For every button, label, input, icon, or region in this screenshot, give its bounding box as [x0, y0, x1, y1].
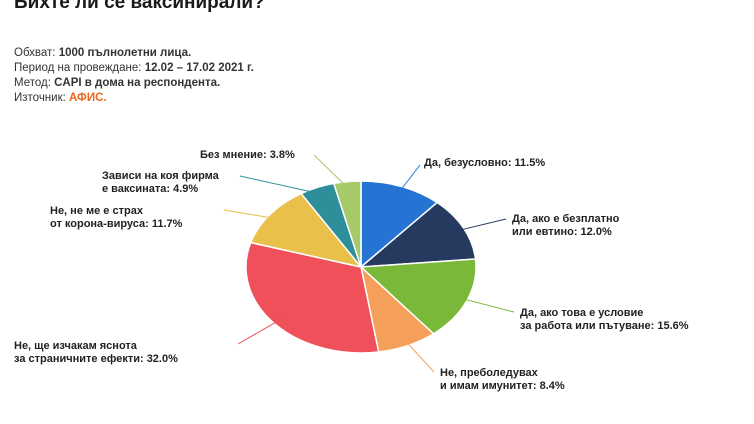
meta-method: Метод: CAPI в дома на респондента.: [14, 76, 254, 91]
meta-scope-value: 1000 пълнолетни лица.: [58, 47, 192, 59]
chart-title: Бихте ли се ваксинирали?: [14, 0, 265, 13]
leader-line: [398, 164, 421, 194]
slice-label: Не, преболедувах и имам имунитет: 8.4%: [440, 367, 565, 392]
meta-scope-label: Обхват:: [14, 47, 56, 59]
meta-method-label: Метод:: [14, 77, 51, 89]
leader-line: [239, 175, 321, 195]
meta-period-label: Период на провеждане:: [14, 62, 142, 74]
leader-line: [458, 297, 515, 313]
pie-slice: [358, 201, 477, 268]
meta-scope: Обхват: 1000 пълнолетни лица.: [14, 46, 254, 61]
pie-slice: [332, 180, 362, 268]
slice-label: Не, ще изчакам яснота за страничните ефе…: [14, 340, 178, 365]
leader-line: [403, 338, 435, 373]
leader-line: [455, 218, 507, 232]
meta-source-value: АФИС.: [69, 92, 107, 104]
meta-period: Период на провеждане: 12.02 – 17.02 2021…: [14, 61, 254, 76]
pie-slice: [360, 180, 439, 269]
slice-label: Да, ако това е условие за работа или път…: [520, 307, 689, 332]
survey-meta: Обхват: 1000 пълнолетни лица. Период на …: [14, 46, 254, 106]
slice-label: Зависи на коя фирма е ваксината: 4.9%: [102, 170, 219, 195]
meta-method-value: CAPI в дома на респондента.: [54, 77, 221, 89]
slice-label: Да, ако е безплатно или евтино: 12.0%: [512, 213, 620, 238]
slice-label: Не, не ме е страх от корона-вируса: 11.7…: [50, 205, 183, 230]
pie-slice: [249, 192, 363, 269]
slice-label: Да, безусловно: 11.5%: [424, 157, 546, 169]
leader-line: [313, 154, 349, 189]
leader-line: [237, 318, 282, 345]
meta-period-value: 12.02 – 17.02 2021 г.: [144, 62, 254, 74]
meta-source: Източник: АФИС.: [14, 91, 254, 106]
slice-label: Без мнение: 3.8%: [200, 149, 295, 161]
meta-source-label: Източник:: [14, 92, 66, 104]
leader-line: [223, 209, 278, 220]
